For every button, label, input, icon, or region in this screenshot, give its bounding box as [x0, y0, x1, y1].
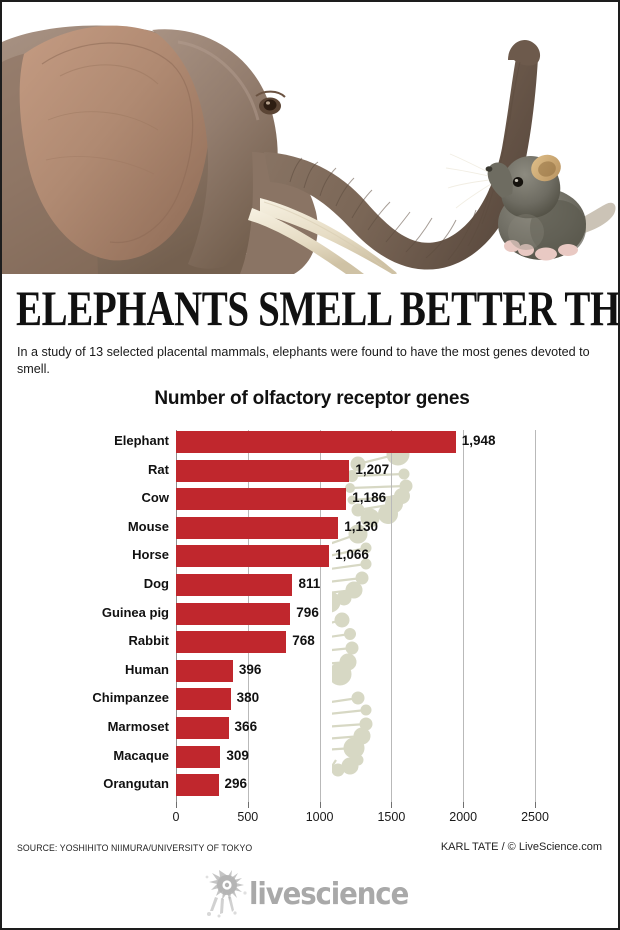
header-photo — [2, 2, 618, 274]
bar-category-label: Rat — [148, 461, 169, 477]
bar-row: Human 396 — [2, 659, 618, 682]
bar-category-label: Horse — [132, 547, 169, 563]
bar-horse — [176, 545, 330, 568]
tick-0 — [176, 802, 177, 808]
bar-human — [176, 659, 233, 682]
bar-value-label: 366 — [234, 719, 258, 734]
bar-category-label: Dog — [143, 576, 169, 591]
bar-value-label: 1,130 — [344, 518, 379, 534]
livescience-atom-icon — [206, 870, 248, 918]
bar-row: Marmoset 366 — [2, 717, 618, 739]
bar-category-label: Cow — [141, 490, 169, 506]
tick-2000 — [463, 802, 465, 808]
bar-value-label: 396 — [238, 661, 262, 677]
gridline-2500 — [535, 430, 536, 802]
rat-figure — [445, 153, 616, 261]
source-credit: SOURCE: YOSHIHITO NIIMURA/UNIVERSITY OF … — [17, 843, 253, 853]
bar-dog — [176, 574, 293, 596]
chart-title: Number of olfactory receptor genes — [154, 388, 470, 409]
x-axis-tick-label: 1000 — [305, 810, 334, 824]
bar-row: Cow 1,186 — [2, 488, 618, 511]
bar-value-label: 309 — [226, 747, 249, 763]
bar-value-label: 796 — [296, 604, 319, 620]
bar-category-label: Rabbit — [128, 633, 169, 649]
bar-row: Guinea pig 796 — [2, 602, 618, 625]
bar-marmoset — [176, 717, 229, 739]
livescience-logo[interactable]: livescience — [2, 868, 618, 920]
bar-elephant — [176, 431, 456, 453]
bar-orangutan — [176, 774, 219, 797]
bar-cow — [176, 488, 347, 511]
bar-guinea-pig — [176, 602, 291, 625]
bar-category-label: Orangutan — [103, 776, 169, 792]
chart-rows: Elephant 1,948 Rat 1,207 Cow 1,186 Mouse 1,130 H… — [2, 422, 618, 802]
x-axis-tick-label: 2000 — [449, 810, 478, 824]
bar-rabbit — [176, 631, 287, 654]
author-credit: KARL TATE / © LiveScience.com — [440, 841, 602, 853]
bar-row: Dog 811 — [2, 574, 618, 596]
bar-value-label: 768 — [292, 633, 315, 649]
bar-row: Macaque 309 — [2, 745, 618, 768]
x-axis-tick-label: 0 — [172, 810, 180, 824]
bar-value-label: 1,066 — [335, 547, 369, 563]
bar-mouse — [176, 516, 339, 539]
bar-value-label: 1,207 — [355, 461, 390, 477]
bar-category-label: Guinea pig — [101, 604, 169, 620]
bar-value-label: 1,948 — [461, 433, 496, 448]
bar-row: Horse 1,066 — [2, 545, 618, 568]
tick-1500 — [391, 802, 393, 808]
x-axis-tick-label: 500 — [237, 810, 259, 824]
page-title: ELEPHANTS SMELL BETTER THAN RATS — [16, 280, 620, 336]
x-axis-tick-label: 1500 — [377, 810, 406, 824]
tick-500 — [247, 802, 249, 808]
bar-value-label: 811 — [298, 576, 321, 591]
livescience-wordmark: livescience — [249, 876, 409, 912]
bar-value-label: 380 — [236, 690, 260, 706]
tick-1000 — [319, 802, 321, 808]
page-subtitle: In a study of 13 selected placental mamm… — [17, 345, 590, 376]
elephant-rat-illustration — [2, 2, 618, 274]
bar-macaque — [176, 745, 221, 768]
bar-category-label: Chimpanzee — [92, 690, 169, 706]
bar-value-label: 1,186 — [352, 490, 387, 506]
gridline-1500 — [391, 430, 393, 802]
bar-category-label: Mouse — [127, 518, 169, 534]
bar-row: Orangutan 296 — [2, 774, 618, 797]
bar-row: Rat 1,207 — [2, 459, 618, 482]
bar-category-label: Human — [124, 661, 169, 677]
gridline-1000 — [319, 430, 321, 802]
bar-category-label: Elephant — [114, 433, 169, 448]
bar-rat — [176, 459, 350, 482]
bar-chart: 0 500 1000 1500 2000 2500 Elephant 1,948 Rat 1,2… — [2, 422, 618, 832]
bar-category-label: Marmoset — [107, 719, 169, 734]
bar-value-label: 296 — [224, 776, 248, 792]
gridline-2000 — [463, 430, 465, 802]
bar-row: Elephant 1,948 — [2, 431, 618, 453]
bar-row: Chimpanzee 380 — [2, 688, 618, 711]
bar-category-label: Macaque — [113, 747, 169, 763]
bar-row: Mouse 1,130 — [2, 516, 618, 539]
bar-chimpanzee — [176, 688, 231, 711]
x-axis-tick-label: 2500 — [521, 810, 549, 824]
bar-row: Rabbit 768 — [2, 631, 618, 654]
tick-2500 — [535, 802, 536, 808]
